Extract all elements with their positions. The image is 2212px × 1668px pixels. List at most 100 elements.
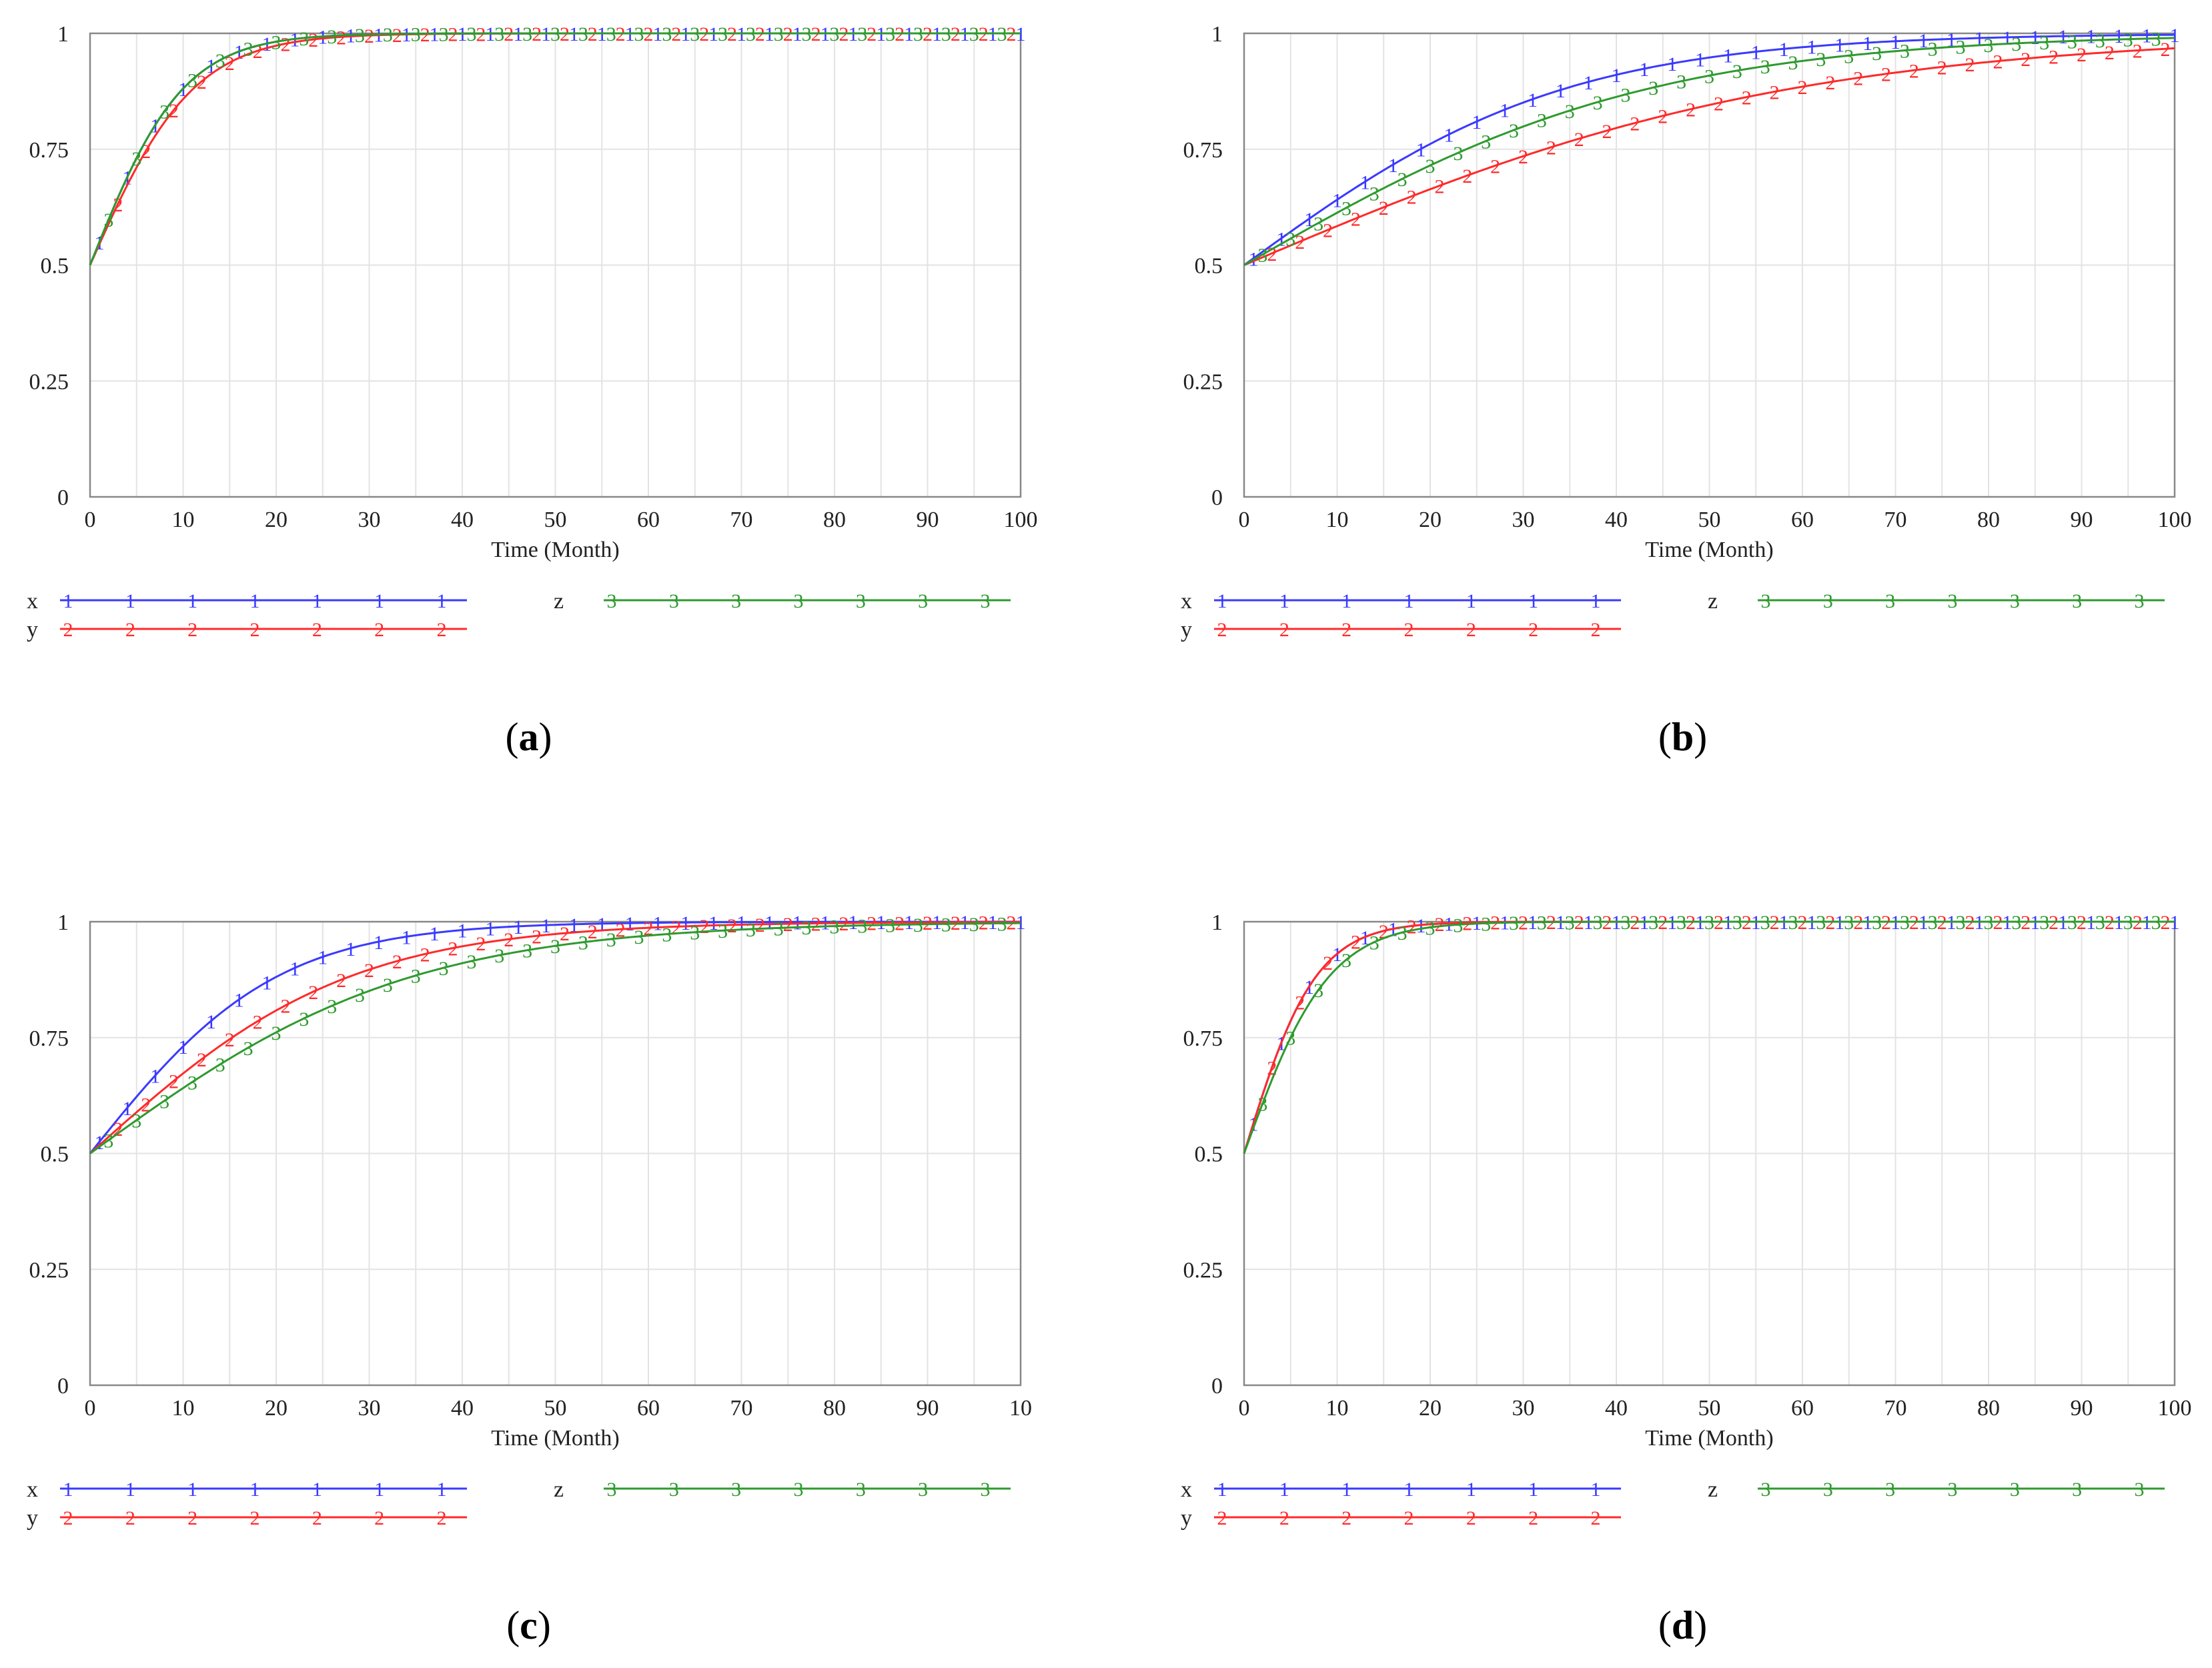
series-marker-x: 1 [234, 990, 244, 1012]
series-marker-z: 3 [1620, 912, 1630, 934]
legend-marker-z: 3 [1823, 590, 1833, 612]
series-marker-y: 2 [1323, 220, 1333, 242]
legend-marker-y: 2 [1341, 1507, 1351, 1529]
series-marker-z: 3 [662, 924, 672, 946]
series-marker-y: 2 [1518, 146, 1528, 168]
x-tick-label: 0 [85, 508, 96, 532]
x-tick-label: 60 [1791, 1396, 1814, 1421]
series-marker-x: 1 [1444, 125, 1454, 147]
series-marker-y: 2 [1770, 81, 1780, 103]
series-marker-z: 3 [857, 23, 867, 45]
series-marker-z: 3 [1844, 45, 1854, 67]
caption-letter: a [519, 715, 539, 759]
series-marker-z: 3 [1426, 917, 1436, 939]
series-marker-x: 1 [1806, 37, 1816, 59]
series-marker-x: 1 [652, 913, 662, 935]
legend-marker-x: 1 [125, 590, 135, 612]
legend-label-z: z [554, 1477, 564, 1502]
series-marker-z: 3 [774, 918, 784, 940]
caption-close-paren: ) [538, 1603, 551, 1647]
legend-marker-z: 3 [2072, 590, 2082, 612]
series-marker-y: 2 [1434, 914, 1444, 936]
legend-marker-y: 2 [187, 1507, 197, 1529]
series-marker-y: 2 [420, 24, 430, 46]
series-marker-x: 1 [374, 932, 384, 954]
series-marker-y: 2 [1630, 113, 1640, 135]
series-marker-x: 1 [1360, 171, 1370, 193]
series-marker-y: 2 [1490, 155, 1500, 177]
series-marker-z: 3 [885, 23, 895, 45]
series-marker-x: 1 [513, 916, 523, 938]
y-tick-label: 0.5 [41, 254, 69, 279]
series-marker-y: 2 [1825, 72, 1835, 94]
legend-label-z: z [554, 589, 564, 614]
series-marker-y: 2 [923, 23, 933, 45]
series-marker-z: 3 [159, 101, 169, 123]
series-marker-z: 3 [718, 920, 728, 942]
legend-marker-x: 1 [1528, 590, 1538, 612]
series-marker-z: 3 [1648, 77, 1658, 99]
legend-marker-y: 2 [1466, 1507, 1476, 1529]
series-marker-y: 2 [839, 913, 849, 935]
series-marker-y: 2 [1295, 231, 1305, 253]
series-marker-x: 1 [206, 1011, 216, 1033]
series-marker-y: 2 [253, 1011, 263, 1033]
x-axis-title: Time (Month) [1645, 1426, 1773, 1451]
series-marker-z: 3 [2039, 912, 2049, 934]
x-tick-label: 90 [917, 1396, 939, 1421]
legend-marker-y: 2 [437, 1507, 447, 1529]
legend-marker-z: 3 [981, 1479, 991, 1501]
series-marker-y: 2 [1351, 209, 1361, 231]
series-marker-y: 2 [420, 944, 430, 966]
series-marker-x: 1 [541, 915, 551, 937]
series-marker-y: 2 [783, 914, 793, 936]
series-marker-z: 3 [550, 936, 560, 958]
series-marker-y: 2 [532, 23, 542, 45]
x-tick-label: 80 [1977, 1396, 2000, 1421]
legend-marker-x: 1 [187, 590, 197, 612]
series-marker-z: 3 [215, 50, 225, 72]
series-marker-y: 2 [197, 1049, 207, 1071]
legend-marker-x: 1 [1279, 590, 1289, 612]
series-line-x [89, 920, 1021, 1154]
x-tick-label: 70 [730, 508, 753, 532]
series-marker-x: 1 [2114, 25, 2124, 47]
series-marker-y: 2 [1379, 197, 1389, 219]
y-tick-label: 0.75 [29, 1026, 69, 1051]
legend-marker-z: 3 [2010, 1479, 2020, 1501]
series-marker-x: 1 [1528, 89, 1538, 111]
series-marker-y: 2 [895, 912, 905, 934]
series-marker-y: 2 [671, 916, 681, 938]
series-marker-z: 3 [2151, 912, 2161, 934]
series-marker-x: 1 [2170, 25, 2180, 47]
series-line-z [1243, 37, 2175, 266]
series-marker-z: 3 [913, 914, 923, 936]
series-marker-y: 2 [1407, 916, 1417, 938]
series-marker-x: 1 [1416, 139, 1426, 161]
legend-marker-y: 2 [187, 619, 197, 641]
series-marker-z: 3 [2151, 29, 2161, 51]
legend-marker-y: 2 [250, 1507, 260, 1529]
series-marker-y: 2 [1658, 912, 1668, 934]
series-marker-x: 1 [1723, 45, 1733, 67]
legend-marker-y: 2 [125, 1507, 135, 1529]
series-marker-x: 1 [848, 23, 858, 45]
legend-marker-y: 2 [1591, 619, 1601, 641]
series-marker-y: 2 [504, 23, 514, 45]
x-tick-label: 80 [823, 508, 846, 532]
legend-marker-y: 2 [1404, 619, 1414, 641]
x-tick-label: 80 [823, 1396, 846, 1421]
series-marker-x: 1 [625, 23, 635, 45]
series-marker-z: 3 [131, 1110, 141, 1132]
series-marker-z: 3 [1453, 914, 1463, 936]
legend-marker-x: 1 [312, 590, 322, 612]
series-marker-z: 3 [466, 951, 476, 973]
series-marker-x: 1 [708, 912, 718, 934]
x-tick-label: 30 [1512, 508, 1535, 532]
y-tick-label: 0.5 [1195, 1142, 1223, 1167]
series-line-y [1243, 47, 2175, 266]
series-marker-y: 2 [588, 921, 598, 943]
caption-a: (a) [506, 715, 552, 759]
x-tick-label: 100 [1004, 508, 1038, 532]
